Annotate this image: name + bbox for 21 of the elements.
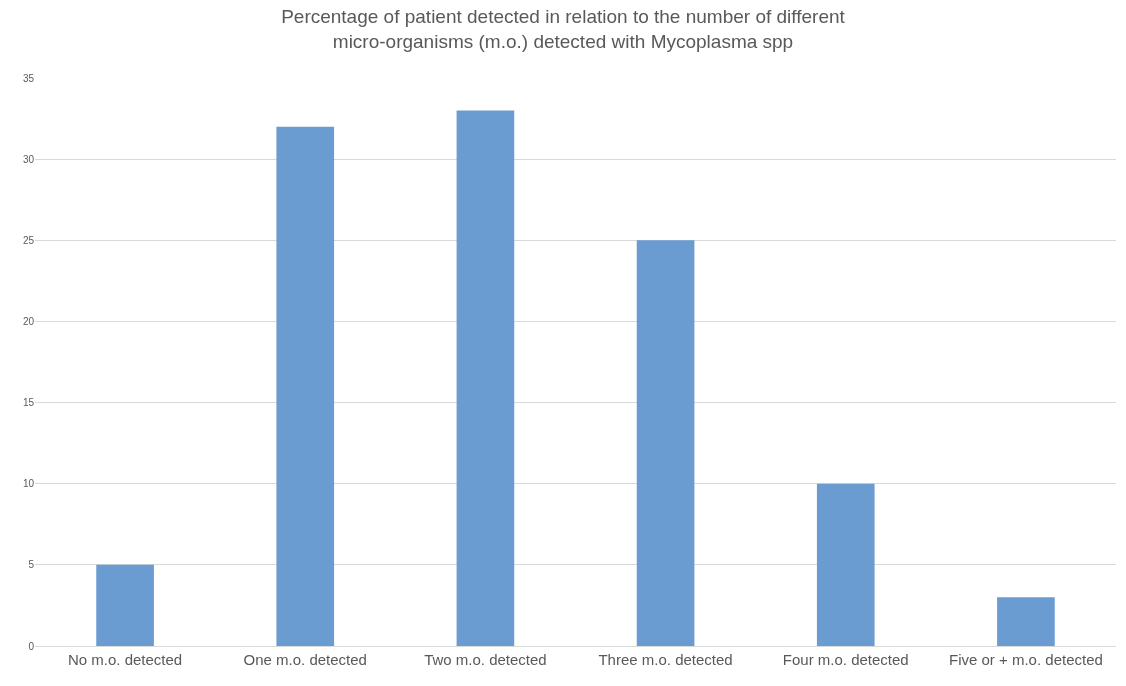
y-tick-label: 25	[22, 234, 35, 246]
y-tick-label: 0	[28, 640, 35, 652]
y-tick-label: 5	[28, 559, 35, 571]
y-tick-label: 10	[22, 478, 35, 490]
x-tick-label: One m.o. detected	[243, 651, 367, 668]
y-tick-label: 20	[22, 315, 35, 327]
x-tick-label: Three m.o. detected	[598, 651, 733, 668]
x-tick-label: No m.o. detected	[67, 651, 183, 668]
bar	[276, 126, 335, 646]
y-tick-label: 30	[22, 153, 35, 165]
bar	[96, 564, 154, 646]
y-tick-label: 15	[22, 397, 35, 409]
x-tick-label: Five or + m.o. detected	[949, 651, 1103, 668]
bar	[456, 110, 515, 646]
chart-title: Percentage of patient detected in relation to the number of different micro-organisms (m.o.) detected with Mycoplasma spp	[281, 5, 846, 52]
x-tick-label: Four m.o. detected	[782, 651, 909, 668]
y-tick-label: 35	[22, 72, 35, 84]
x-tick-label: Two m.o. detected	[424, 651, 547, 668]
bar	[816, 483, 875, 646]
bar	[997, 597, 1055, 646]
bar	[636, 240, 695, 646]
